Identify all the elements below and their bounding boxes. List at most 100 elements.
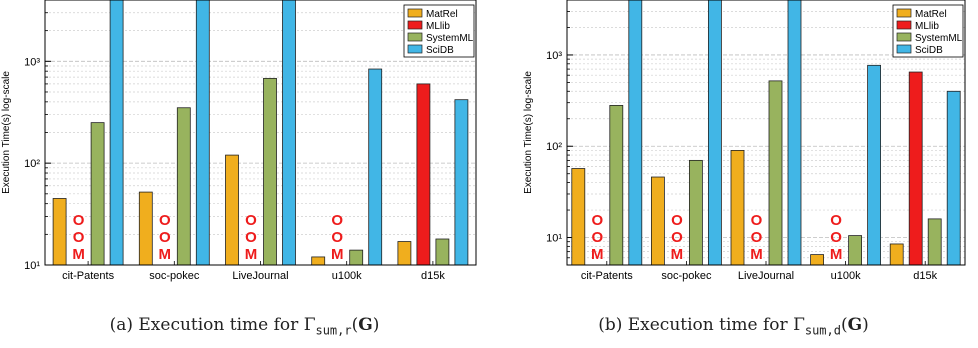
chart-a-bar xyxy=(454,99,469,266)
chart-b-legend-swatch xyxy=(896,8,912,18)
caption-a-arg: (G) xyxy=(351,315,380,335)
chart-b-legend-swatch xyxy=(896,20,912,30)
chart-a-bar xyxy=(282,0,296,266)
chart-a-bar xyxy=(368,68,383,266)
chart-a-legend-label: SystemML xyxy=(426,33,474,44)
chart-b-bar xyxy=(609,105,624,266)
chart-b-legend-label: SciDB xyxy=(915,45,943,56)
chart-a-oom-label: O xyxy=(245,229,257,246)
chart-a-oom-label: M xyxy=(72,246,85,263)
chart-b-oom-label: O xyxy=(830,212,842,229)
chart-b-x-tick-label: cit-Patents xyxy=(581,270,633,282)
chart-a-oom-label: M xyxy=(331,246,344,263)
chart-b-oom-label: O xyxy=(671,212,683,229)
chart-a-oom-label: O xyxy=(245,212,257,229)
chart-b-oom-label: O xyxy=(591,229,603,246)
chart-a-legend-swatch xyxy=(407,20,423,30)
chart-a-x-tick-label: soc-pokec xyxy=(149,270,200,282)
chart-a-oom-label: O xyxy=(331,212,343,229)
chart-b-oom-label: M xyxy=(671,246,684,263)
chart-a-legend-label: SciDB xyxy=(426,45,454,56)
chart-b-bar xyxy=(810,254,825,266)
chart-a-oom-label: M xyxy=(245,246,258,263)
chart-a-bar xyxy=(435,238,450,266)
chart-a-x-tick-label: d15k xyxy=(421,270,445,282)
chart-a-legend-label: MLlib xyxy=(426,21,450,32)
chart-a-bar xyxy=(416,83,431,266)
chart-panel-b: 10¹ 10² 10³ cit-Patents soc-pokec LiveJournal… xyxy=(489,0,978,348)
chart-b-bar xyxy=(787,0,802,266)
chart-b-y-axis-label: Execution Time(s) log-scale xyxy=(523,71,534,194)
chart-a-legend-swatch xyxy=(407,8,423,18)
chart-b-oom-label: O xyxy=(751,229,763,246)
chart-a-bar xyxy=(311,256,326,266)
chart-a-y-tick-label: 10² xyxy=(24,158,40,170)
chart-a-bar xyxy=(195,0,210,266)
caption-b-prefix: (b) Execution time for xyxy=(598,315,794,335)
chart-a-bar xyxy=(109,0,124,266)
chart-a-bar xyxy=(52,198,67,266)
chart-a-bar xyxy=(349,249,364,266)
caption-b-arg: (G) xyxy=(840,315,869,335)
chart-b-oom-label: O xyxy=(830,229,842,246)
chart-a-oom-label: O xyxy=(159,212,171,229)
chart-a-bar xyxy=(176,107,191,266)
chart-b-oom-label: O xyxy=(671,229,683,246)
chart-a-bar xyxy=(90,122,105,266)
chart-b-legend-label: SystemML xyxy=(915,33,963,44)
chart-a-legend-label: MatRel xyxy=(426,9,458,20)
caption-b-gamma: Γ xyxy=(793,315,805,335)
chart-b-oom-label: M xyxy=(830,246,843,263)
caption-a-prefix: (a) Execution time for xyxy=(109,315,304,335)
chart-a-bar xyxy=(263,77,277,266)
chart-b-svg: 10¹ 10² 10³ cit-Patents soc-pokec LiveJournal… xyxy=(523,0,966,282)
chart-b-oom-label: O xyxy=(591,212,603,229)
chart-a-oom-label: O xyxy=(73,229,85,246)
chart-b-bar xyxy=(946,90,961,266)
caption-a: (a) Execution time for Γsum,r(G) xyxy=(0,315,489,337)
chart-b-bar xyxy=(688,159,703,266)
chart-a-oom-label: O xyxy=(331,229,343,246)
chart-b-bar xyxy=(730,150,745,266)
chart-b-bar xyxy=(628,0,643,266)
chart-a-oom-label: M xyxy=(159,246,172,263)
chart-b-bar xyxy=(571,168,586,266)
caption-b-sub: sum,d xyxy=(804,323,841,338)
chart-b-bar xyxy=(867,64,882,266)
chart-b-bar xyxy=(889,243,904,266)
chart-b-x-tick-label: d15k xyxy=(913,270,937,282)
chart-a-legend-swatch xyxy=(407,44,423,54)
chart-b-oom-label: M xyxy=(750,246,763,263)
chart-b-x-tick-label: soc-pokec xyxy=(661,270,712,282)
caption-a-gamma: Γ xyxy=(303,315,316,335)
chart-a-y-axis-label: Execution Time(s) log-scale xyxy=(1,71,12,194)
chart-panel-a: 10¹ 10² 10³ cit-Patents soc-pokec LiveJournal… xyxy=(0,0,489,337)
chart-b-x-tick-label: u100k xyxy=(831,270,861,282)
chart-b-oom-label: M xyxy=(591,246,604,263)
chart-b-bar xyxy=(848,235,863,266)
chart-b-plot-frame xyxy=(566,0,966,266)
chart-b-bar xyxy=(927,218,942,266)
chart-a-plot-frame xyxy=(44,0,477,266)
chart-b-bar xyxy=(707,0,722,266)
chart-b-oom-label: O xyxy=(751,212,763,229)
chart-b-y-tick-label: 10³ xyxy=(546,50,562,62)
chart-b-bar xyxy=(650,176,665,266)
chart-a-y-tick-label: 10¹ xyxy=(24,260,40,272)
chart-b-x-tick-label: LiveJournal xyxy=(738,270,794,282)
chart-b-bar xyxy=(908,71,923,266)
chart-a-oom-label: O xyxy=(159,229,171,246)
chart-a-x-tick-label: cit-Patents xyxy=(62,270,114,282)
chart-a-bar xyxy=(225,154,239,266)
chart-b-legend-swatch xyxy=(896,44,912,54)
chart-a-x-tick-label: u100k xyxy=(332,270,362,282)
chart-a-bar xyxy=(138,191,153,266)
caption-b: (b) Execution time for Γsum,d(G) xyxy=(489,315,978,337)
chart-b-legend-label: MatRel xyxy=(915,9,947,20)
chart-a-legend-swatch xyxy=(407,32,423,42)
chart-a-svg: 10¹ 10² 10³ cit-Patents soc-pokec LiveJournal… xyxy=(1,0,477,282)
caption-a-sub: sum,r xyxy=(315,323,352,338)
chart-a-bar xyxy=(397,241,412,266)
chart-a-y-tick-label: 10³ xyxy=(24,56,40,68)
chart-b-y-tick-label: 10¹ xyxy=(546,233,562,245)
